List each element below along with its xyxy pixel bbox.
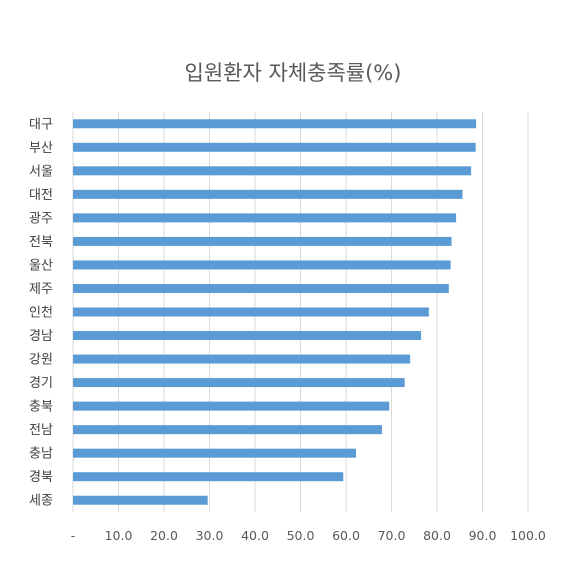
bar	[73, 142, 476, 152]
category-label: 경기	[29, 376, 53, 391]
category-label: 대구	[29, 117, 53, 132]
bar	[73, 119, 477, 129]
category-label: 경남	[29, 329, 53, 344]
bars	[73, 119, 477, 505]
x-tick-label: 90.0	[469, 528, 497, 543]
bar	[73, 472, 344, 482]
category-label: 광주	[29, 211, 53, 226]
x-tick-label: 80.0	[423, 528, 451, 543]
bar	[73, 213, 457, 223]
x-tick-label: 100.0	[510, 528, 546, 543]
x-tick-label: 70.0	[378, 528, 406, 543]
chart-title: 입원환자 자체충족률(%)	[185, 61, 402, 85]
bar	[73, 425, 382, 435]
bar	[73, 260, 451, 270]
category-label: 부산	[29, 141, 53, 156]
category-label: 전남	[29, 423, 53, 438]
x-axis-tick-labels: - 10.0 20.0 30.0 40.0 50.0 60.0 70.0 80.0 90.0 100…	[71, 528, 546, 543]
x-tick-label: 40.0	[241, 528, 269, 543]
category-label: 경북	[29, 470, 53, 485]
x-tick-label: 20.0	[150, 528, 178, 543]
bar	[73, 354, 411, 364]
bar	[73, 189, 463, 199]
category-label: 대전	[29, 188, 53, 203]
bar	[73, 283, 449, 293]
category-label: 제주	[29, 282, 53, 297]
bar	[73, 401, 390, 411]
x-tick-label: 10.0	[105, 528, 133, 543]
bar	[73, 236, 452, 246]
x-tick-label: 50.0	[287, 528, 315, 543]
category-label: 인천	[29, 306, 53, 321]
x-tick-label: 30.0	[196, 528, 224, 543]
bar	[73, 495, 208, 505]
bar	[73, 331, 422, 341]
x-tick-label: 60.0	[332, 528, 360, 543]
category-label: 울산	[29, 258, 53, 273]
bar	[73, 166, 472, 176]
bar	[73, 378, 405, 388]
category-label: 세종	[29, 494, 53, 509]
category-label: 충북	[29, 400, 53, 415]
bar	[73, 307, 429, 317]
bar	[73, 448, 357, 458]
x-tick-label: -	[71, 528, 76, 543]
category-label: 서울	[29, 164, 53, 179]
category-label: 전북	[29, 235, 53, 250]
category-label: 충남	[29, 447, 53, 462]
category-label: 강원	[29, 353, 53, 368]
